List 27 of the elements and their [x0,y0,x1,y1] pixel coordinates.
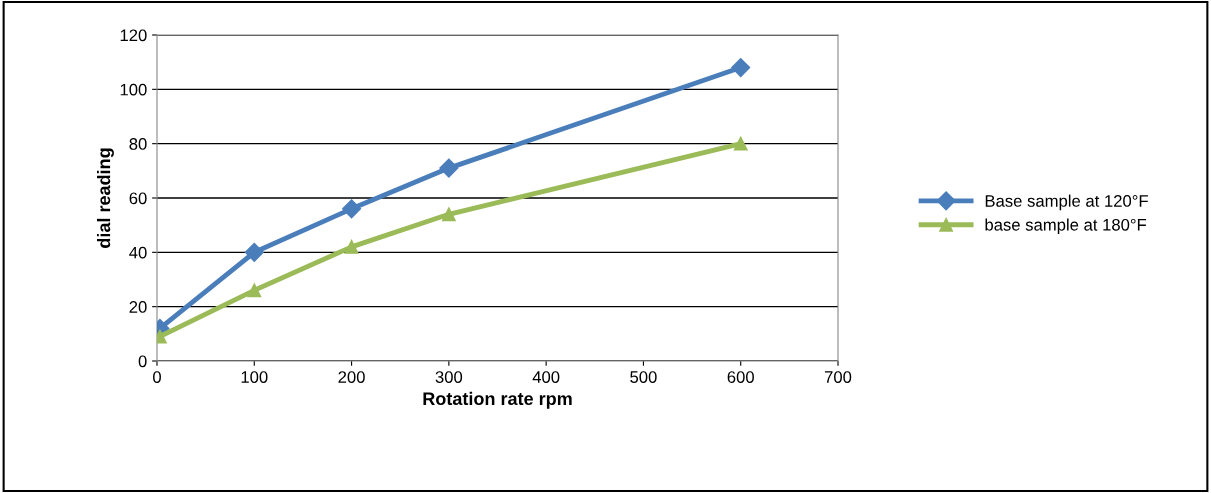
y-tick-label: 80 [129,138,147,150]
x-tick-label: 700 [824,371,852,383]
x-tick-label: 500 [630,371,657,383]
y-tick-label: 20 [129,301,147,313]
x-axis-title: Rotation rate rpm [423,391,572,409]
y-tick-label: 40 [129,246,147,259]
x-tick-label: 300 [435,371,463,383]
y-tick-label: 120 [120,29,147,42]
legend-label: Base sample at 120°F [985,194,1148,211]
y-tick-label: 0 [138,355,147,368]
x-tick-label: 200 [338,371,365,383]
point [439,158,459,178]
point [247,283,262,298]
point [342,199,362,219]
point [441,207,456,222]
point [344,239,359,254]
y-tick-label: 100 [120,83,147,96]
x-tick-label: 100 [241,371,268,383]
x-tick-label: 400 [532,371,560,383]
x-tick-label: 0 [153,371,161,383]
y-axis-title: dial reading [97,148,114,248]
legend-label: base sample at 180°F [985,218,1147,234]
y-tick-label: 60 [129,192,147,205]
point [731,58,751,78]
point [244,242,264,262]
x-tick-label: 600 [727,371,754,383]
point [733,136,748,151]
